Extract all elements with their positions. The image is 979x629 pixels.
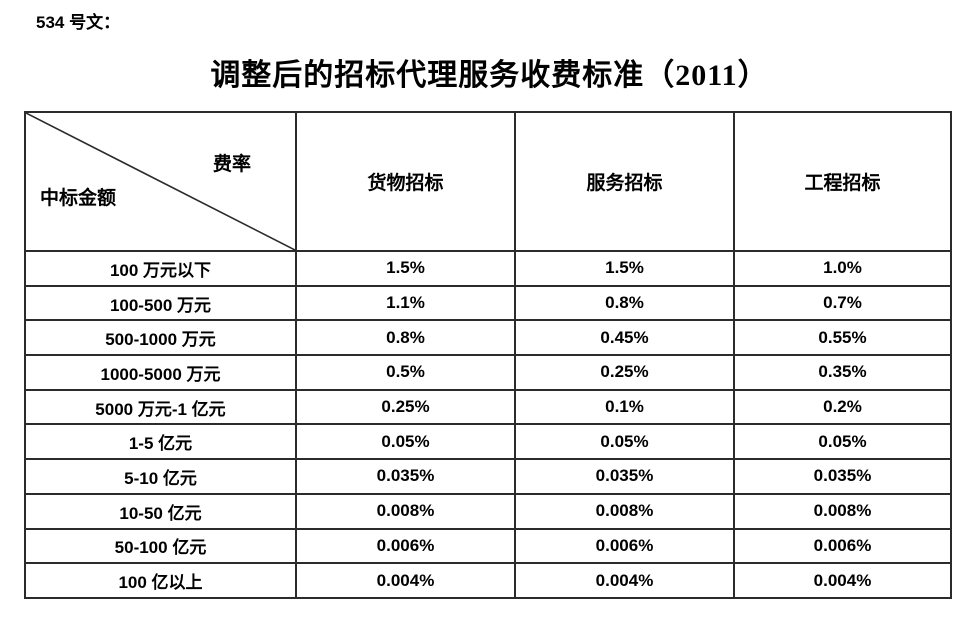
table-row: 50-100 亿元 0.006% 0.006% 0.006%	[24, 527, 952, 565]
table-row: 10-50 亿元 0.008% 0.008% 0.008%	[24, 492, 952, 530]
rate-cell: 0.8%	[514, 284, 735, 322]
rate-cell: 0.25%	[514, 354, 735, 391]
column-header-services: 服务招标	[514, 111, 735, 252]
table-row: 100 万元以下 1.5% 1.5% 1.0%	[24, 250, 952, 287]
rate-cell: 0.2%	[733, 388, 952, 426]
rate-cell: 0.8%	[295, 319, 516, 357]
amount-range-cell: 5000 万元-1 亿元	[24, 388, 297, 426]
page-title: 调整后的招标代理服务收费标准（2011）	[210, 59, 769, 92]
amount-range-cell: 10-50 亿元	[24, 492, 297, 530]
rate-cell: 0.5%	[295, 354, 516, 391]
amount-range-cell: 5-10 亿元	[24, 458, 297, 495]
rate-cell: 0.006%	[514, 527, 735, 565]
rate-cell: 0.004%	[295, 562, 516, 599]
rate-cell: 0.006%	[733, 527, 952, 565]
rate-cell: 0.035%	[295, 458, 516, 495]
diagonal-header-cell: 费率 中标金额	[24, 111, 297, 252]
amount-range-cell: 100 万元以下	[24, 250, 297, 287]
doc-number-label: 534 号文：	[36, 13, 121, 32]
table-row: 1-5 亿元 0.05% 0.05% 0.05%	[24, 423, 952, 461]
amount-range-cell: 500-1000 万元	[24, 319, 297, 357]
rate-cell: 0.035%	[514, 458, 735, 495]
rate-cell: 0.008%	[295, 492, 516, 530]
table-row: 500-1000 万元 0.8% 0.45% 0.55%	[24, 319, 952, 357]
table-header-row: 费率 中标金额 货物招标 服务招标 工程招标	[24, 111, 952, 252]
rate-cell: 0.008%	[514, 492, 735, 530]
table-row: 5000 万元-1 亿元 0.25% 0.1% 0.2%	[24, 388, 952, 426]
table-row: 100 亿以上 0.004% 0.004% 0.004%	[24, 562, 952, 599]
rate-cell: 1.1%	[295, 284, 516, 322]
corner-label-amount: 中标金额	[40, 188, 117, 209]
rate-cell: 0.004%	[733, 562, 952, 599]
rate-cell: 1.0%	[733, 250, 952, 287]
amount-range-cell: 1000-5000 万元	[24, 354, 297, 391]
rate-cell: 0.004%	[514, 562, 735, 599]
rate-cell: 0.035%	[733, 458, 952, 495]
rate-cell: 0.55%	[733, 319, 952, 357]
rate-cell: 1.5%	[514, 250, 735, 287]
rate-cell: 0.1%	[514, 388, 735, 426]
rate-cell: 0.05%	[295, 423, 516, 461]
corner-label-rate: 费率	[212, 154, 251, 175]
rate-cell: 0.7%	[733, 284, 952, 322]
rate-cell: 0.05%	[514, 423, 735, 461]
rate-cell: 0.35%	[733, 354, 952, 391]
table-row: 5-10 亿元 0.035% 0.035% 0.035%	[24, 458, 952, 495]
amount-range-cell: 50-100 亿元	[24, 527, 297, 565]
rate-cell: 0.45%	[514, 319, 735, 357]
column-header-goods: 货物招标	[295, 111, 516, 252]
rate-cell: 1.5%	[295, 250, 516, 287]
rate-cell: 0.05%	[733, 423, 952, 461]
diagonal-line	[26, 113, 295, 250]
amount-range-cell: 100-500 万元	[24, 284, 297, 322]
rate-cell: 0.006%	[295, 527, 516, 565]
table-row: 1000-5000 万元 0.5% 0.25% 0.35%	[24, 354, 952, 391]
column-header-engineering: 工程招标	[733, 111, 952, 252]
rate-cell: 0.008%	[733, 492, 952, 530]
amount-range-cell: 1-5 亿元	[24, 423, 297, 461]
rate-cell: 0.25%	[295, 388, 516, 426]
fee-standards-table: 费率 中标金额 货物招标 服务招标 工程招标 100 万元以下 1.5% 1.5…	[24, 111, 952, 599]
amount-range-cell: 100 亿以上	[24, 562, 297, 599]
table-row: 100-500 万元 1.1% 0.8% 0.7%	[24, 284, 952, 322]
